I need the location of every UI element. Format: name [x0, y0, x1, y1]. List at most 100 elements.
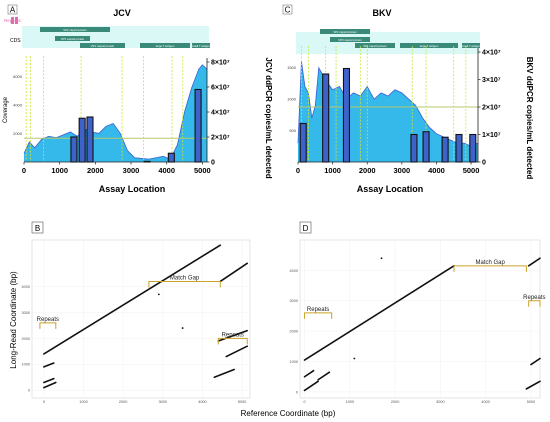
panel-letter-box [282, 4, 293, 15]
ddpcr-bar [78, 117, 86, 163]
gene-bar [355, 43, 395, 48]
x-tick-label: 0 [43, 400, 45, 404]
gene-label: small T antigen [462, 44, 481, 48]
x-tick-label: 0 [22, 166, 26, 175]
annotation-label: Match Gap [476, 260, 506, 266]
x-tick-label: 2000 [119, 400, 127, 404]
gene-bar [462, 43, 480, 48]
y2-tick-label: 3×10⁷ [482, 77, 501, 84]
annotation-bracket [148, 280, 221, 288]
ddpcr-bar [410, 133, 418, 163]
x-tick-label: 4000 [158, 166, 175, 175]
gene-bar [320, 29, 370, 34]
y2-tick-label: 4×10⁷ [211, 110, 230, 117]
annotation-bracket [453, 265, 527, 272]
x-tick-label: 2000 [391, 400, 399, 404]
ddpcr-bar [455, 133, 463, 163]
panel-letter-box [7, 4, 18, 15]
panel-title: JCV [113, 8, 131, 18]
x-tick-label: 3000 [436, 400, 444, 404]
shared-y-axis-label: Long-Read Coordinate (bp) [9, 271, 18, 369]
alignment-segment [219, 262, 249, 283]
gene-label: VP1 capsid protein [363, 44, 387, 48]
x-tick-label: 3000 [159, 400, 167, 404]
ddpcr-bar [422, 131, 430, 163]
gene-label: VP3 capsid protein [61, 37, 85, 41]
x-tick-label: 4000 [428, 166, 445, 175]
x-tick-label: 2000 [87, 166, 104, 175]
annotation-bracket [528, 300, 541, 307]
gene-label: VP3 capsid protein [338, 38, 362, 42]
repeat-mark [15, 17, 18, 24]
gene-bar [55, 36, 90, 41]
annotation-label: Repeats [37, 317, 59, 323]
y-tick-label: 500 [289, 128, 296, 133]
y-tick-label: 4000 [13, 102, 23, 107]
gene-label: small T antigen [192, 44, 211, 48]
coverage-chart-A: VP2 capsid protein VP3 capsid protein VP1 … [13, 26, 230, 175]
x-tick-label: 4000 [198, 400, 206, 404]
alignment-point [157, 293, 160, 296]
x-tick-label: 3000 [394, 166, 411, 175]
gene-label: VP1 capsid protein [91, 44, 115, 48]
y-tick-label: 2000 [290, 330, 298, 334]
panel-c: C BKV Assay Location BKV ddPCR copies/mL… [282, 4, 534, 194]
y2-tick-label: 1×10⁷ [482, 132, 501, 139]
gene-bar [330, 37, 370, 42]
annotation-label: Repeats [307, 307, 329, 313]
gene-label: large T antigen [420, 44, 439, 48]
panel-title: BKV [372, 8, 391, 18]
alignment-segment [317, 371, 331, 381]
y-tick-label: 2000 [13, 131, 23, 136]
ddpcr-bar [469, 133, 477, 163]
y2-axis-label: BKV ddPCR copies/mL detected [525, 57, 534, 180]
panel-letter: C [285, 6, 291, 15]
plot-area [31, 239, 251, 399]
panel-letter: D [303, 224, 309, 233]
annotation-label: Match Gap [170, 275, 200, 281]
y2-tick-label: 2×10⁷ [482, 105, 501, 112]
x-tick-label: 3000 [123, 166, 140, 175]
gene-bar [40, 27, 110, 32]
gene-label: VP2 capsid protein [333, 30, 357, 34]
x-tick-label: 1000 [51, 166, 68, 175]
y2-tick-label: 0 [211, 160, 215, 167]
y-tick-label: 1000 [287, 97, 297, 102]
dotplot-B: 0 1000 2000 3000 4000 5000 0 1000 2000 3000 4000 Ma… [22, 239, 251, 404]
track-label-cds: CDS [10, 38, 21, 44]
ddpcr-bar [441, 136, 449, 163]
panel-d: D [299, 221, 312, 234]
alignment-segment [43, 377, 55, 384]
alignment-segment [43, 362, 55, 368]
y2-tick-label: 0 [482, 160, 486, 167]
x-tick-label: 1000 [79, 400, 87, 404]
x-tick-label: 1000 [346, 400, 354, 404]
ddpcr-bar [167, 152, 175, 163]
annotation-bracket [39, 322, 57, 329]
y2-tick-label: 8×10⁷ [211, 60, 230, 67]
y-tick-label: 1000 [290, 360, 298, 364]
y-axis-label: Coverage [3, 96, 9, 123]
y-tick-label: 2000 [22, 337, 30, 341]
x-tick-label: 5000 [527, 400, 535, 404]
panel-letter: B [35, 224, 40, 233]
y-tick-label: 1000 [22, 363, 30, 367]
ddpcr-bar [342, 67, 351, 163]
gene-bar [140, 43, 190, 48]
ddpcr-bar [322, 73, 330, 163]
alignment-point [181, 327, 184, 329]
shared-x-axis-label: Reference Coordinate (bp) [241, 409, 336, 418]
y2-axis-label: JCV ddPCR copies/mL detected [264, 57, 273, 178]
alignment-point [353, 357, 356, 360]
ddpcr-bar [299, 122, 307, 163]
panel-letter: A [10, 6, 16, 15]
y-tick-label: 0 [28, 389, 30, 393]
coverage-chart-C: VP2 capsid protein VP3 capsid proteinVP1 … [287, 29, 501, 175]
alignment-segment [43, 244, 222, 355]
coverage-line [23, 64, 208, 160]
annotation-label: Repeats [222, 332, 244, 338]
x-tick-label: 5000 [194, 166, 211, 175]
